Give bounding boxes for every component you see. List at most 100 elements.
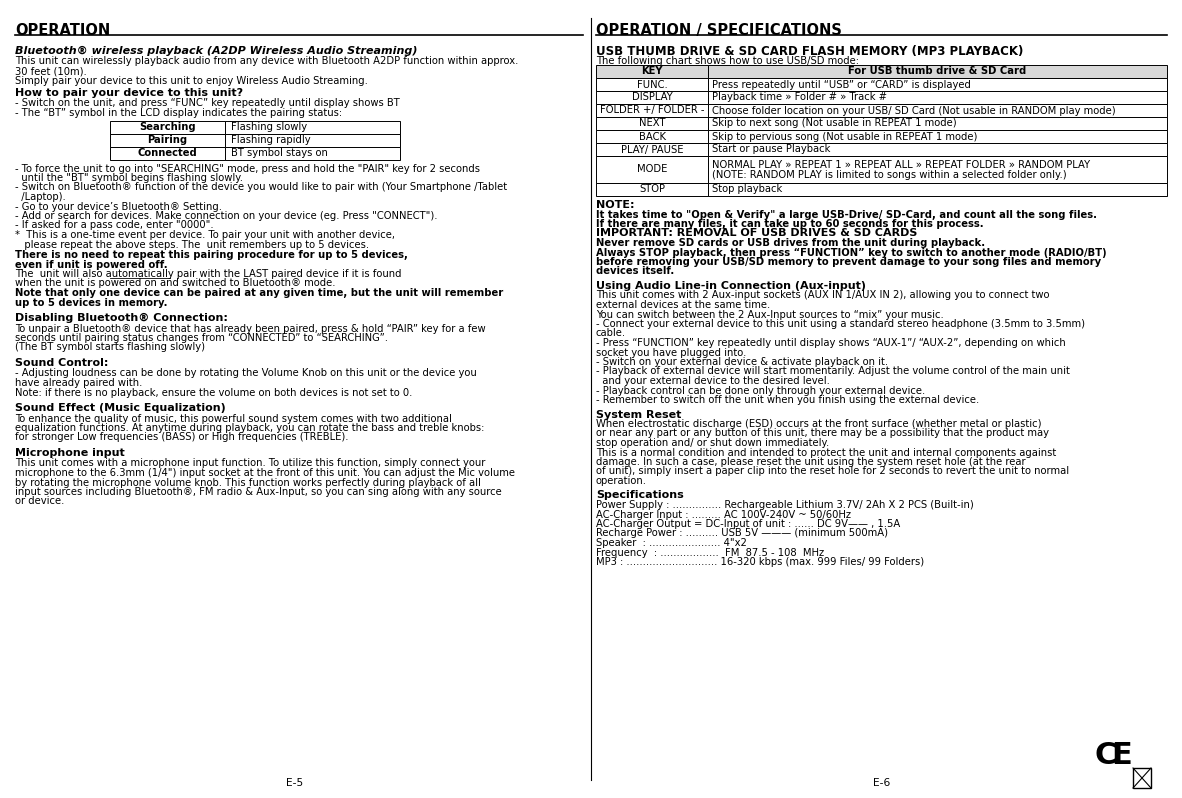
Text: (NOTE: RANDOM PLAY is limited to songs within a selected folder only.): (NOTE: RANDOM PLAY is limited to songs w… (712, 169, 1066, 180)
Text: microphone to the 6.3mm (1/4") input socket at the front of this unit. You can a: microphone to the 6.3mm (1/4") input soc… (15, 468, 515, 478)
Text: stop operation and/ or shut down immediately.: stop operation and/ or shut down immedia… (596, 438, 830, 448)
Text: damage. In such a case, please reset the unit using the system reset hole (at th: damage. In such a case, please reset the… (596, 457, 1026, 467)
Bar (708, 91, 1167, 104)
Text: (The BT symbol starts flashing slowly): (The BT symbol starts flashing slowly) (15, 342, 204, 353)
Bar (708, 183, 1167, 196)
Text: FUNC.: FUNC. (637, 80, 668, 89)
Bar (596, 65, 708, 78)
Text: - Switch on the unit, and press “FUNC” key repeatedly until display shows BT: - Switch on the unit, and press “FUNC” k… (15, 98, 400, 109)
Bar (596, 130, 708, 143)
Text: Note that only one device can be paired at any given time, but the unit will rem: Note that only one device can be paired … (15, 288, 504, 298)
Text: Skip to pervious song (Not usable in REPEAT 1 mode): Skip to pervious song (Not usable in REP… (712, 132, 978, 141)
Bar (110, 120, 225, 133)
Text: FOLDER +/ FOLDER -: FOLDER +/ FOLDER - (599, 105, 704, 116)
Text: by rotating the microphone volume knob. This function works perfectly during pla: by rotating the microphone volume knob. … (15, 477, 481, 488)
Text: external devices at the same time.: external devices at the same time. (596, 300, 771, 310)
Text: Note: if there is no playback, ensure the volume on both devices is not set to 0: Note: if there is no playback, ensure th… (15, 388, 413, 397)
Text: of unit), simply insert a paper clip into the reset hole for 2 seconds to revert: of unit), simply insert a paper clip int… (596, 467, 1070, 476)
Text: STOP: STOP (639, 184, 665, 195)
Bar (708, 65, 1167, 78)
Text: Press repeatedly until “USB” or “CARD” is displayed: Press repeatedly until “USB” or “CARD” i… (712, 80, 970, 89)
Text: KEY: KEY (642, 66, 663, 77)
Bar (708, 117, 1167, 130)
Text: Sound Control:: Sound Control: (15, 358, 109, 368)
Text: - The “BT” symbol in the LCD display indicates the pairing status:: - The “BT” symbol in the LCD display ind… (15, 108, 342, 118)
Text: input sources including Bluetooth®, FM radio & Aux-Input, so you can sing along : input sources including Bluetooth®, FM r… (15, 487, 501, 497)
Text: BT symbol stays on: BT symbol stays on (230, 148, 327, 158)
Text: Playback time » Folder # » Track #: Playback time » Folder # » Track # (712, 93, 886, 102)
Text: You can switch between the 2 Aux-Input sources to “mix” your music.: You can switch between the 2 Aux-Input s… (596, 310, 943, 319)
Text: up to 5 devices in memory.: up to 5 devices in memory. (15, 298, 168, 307)
Text: This unit comes with 2 Aux-input sockets (AUX IN 1/AUX IN 2), allowing you to co: This unit comes with 2 Aux-input sockets… (596, 290, 1050, 301)
Text: The following chart shows how to use USB/SD mode:: The following chart shows how to use USB… (596, 56, 859, 65)
Bar (596, 156, 708, 183)
Text: NOTE:: NOTE: (596, 200, 635, 210)
Bar (596, 117, 708, 130)
Text: seconds until pairing status changes from “CONNECTED” to “SEARCHING”.: seconds until pairing status changes fro… (15, 333, 388, 343)
Text: Never remove SD cards or USB drives from the unit during playback.: Never remove SD cards or USB drives from… (596, 238, 985, 248)
Text: Speaker  : ...................... 4"x2: Speaker : ...................... 4"x2 (596, 538, 747, 548)
Text: devices itself.: devices itself. (596, 267, 674, 276)
Text: - Switch on your external device & activate playback on it.: - Switch on your external device & activ… (596, 357, 888, 367)
Text: E-5: E-5 (286, 778, 304, 788)
Text: This unit can wirelessly playback audio from any device with Bluetooth A2DP func: This unit can wirelessly playback audio … (15, 57, 519, 66)
Text: It takes time to "Open & Verify" a large USB-Drive/ SD-Card, and count all the s: It takes time to "Open & Verify" a large… (596, 210, 1097, 219)
Text: socket you have plugged into.: socket you have plugged into. (596, 347, 746, 358)
Bar (596, 183, 708, 196)
Text: - Press “FUNCTION” key repeatedly until display shows “AUX-1”/ “AUX-2”, dependin: - Press “FUNCTION” key repeatedly until … (596, 338, 1066, 348)
Text: Frequency  : ..................  FM  87.5 - 108  MHz: Frequency : .................. FM 87.5 -… (596, 547, 824, 558)
Text: Disabling Bluetooth® Connection:: Disabling Bluetooth® Connection: (15, 313, 228, 323)
Text: This is a normal condition and intended to protect the unit and internal compone: This is a normal condition and intended … (596, 448, 1057, 457)
Text: BACK: BACK (638, 132, 665, 141)
Text: OPERATION: OPERATION (15, 23, 110, 38)
Text: please repeat the above steps. The  unit remembers up to 5 devices.: please repeat the above steps. The unit … (15, 239, 369, 250)
Text: Microphone input: Microphone input (15, 448, 125, 458)
Text: USB THUMB DRIVE & SD CARD FLASH MEMORY (MP3 PLAYBACK): USB THUMB DRIVE & SD CARD FLASH MEMORY (… (596, 45, 1024, 58)
Text: If there are many files, it can take up to 60 seconds for this process.: If there are many files, it can take up … (596, 219, 983, 229)
Text: for stronger Low frequencies (BASS) or High frequencies (TREBLE).: for stronger Low frequencies (BASS) or H… (15, 433, 349, 443)
Text: To unpair a Bluetooth® device that has already been paired, press & hold “PAIR” : To unpair a Bluetooth® device that has a… (15, 323, 486, 334)
Text: System Reset: System Reset (596, 409, 681, 420)
Text: AC-Charger Input : ......... AC 100V-240V ~ 50/60Hz: AC-Charger Input : ......... AC 100V-240… (596, 509, 851, 519)
Text: Skip to next song (Not usable in REPEAT 1 mode): Skip to next song (Not usable in REPEAT … (712, 118, 956, 128)
Bar (225, 147, 400, 160)
Text: Power Supply : ............... Rechargeable Lithium 3.7V/ 2Ah X 2 PCS (Built-in): Power Supply : ............... Rechargea… (596, 500, 974, 510)
Text: before removing your USB/SD memory to prevent damage to your song files and memo: before removing your USB/SD memory to pr… (596, 257, 1102, 267)
Text: cable.: cable. (596, 329, 626, 338)
Text: E-6: E-6 (873, 778, 890, 788)
Text: IMPORTANT: REMOVAL OF USB DRIVES & SD CARDS: IMPORTANT: REMOVAL OF USB DRIVES & SD CA… (596, 228, 917, 239)
Text: PLAY/ PAUSE: PLAY/ PAUSE (621, 144, 683, 155)
Text: How to pair your device to this unit?: How to pair your device to this unit? (15, 88, 243, 98)
Text: Connected: Connected (137, 148, 197, 158)
Text: Flashing rapidly: Flashing rapidly (230, 135, 311, 145)
Text: or device.: or device. (15, 496, 64, 507)
Bar (708, 143, 1167, 156)
Text: This unit comes with a microphone input function. To utilize this function, simp: This unit comes with a microphone input … (15, 459, 486, 468)
Text: - Switch on Bluetooth® function of the device you would like to pair with (Your : - Switch on Bluetooth® function of the d… (15, 183, 507, 192)
Bar (596, 91, 708, 104)
Text: Recharge Power : .......... USB 5V ——— (minimum 500mA): Recharge Power : .......... USB 5V ——— (… (596, 528, 888, 539)
Bar (110, 147, 225, 160)
Text: or near any part or any button of this unit, there may be a possibility that the: or near any part or any button of this u… (596, 429, 1048, 438)
Text: - Add or search for devices. Make connection on your device (eg. Press "CONNECT": - Add or search for devices. Make connec… (15, 211, 437, 221)
Text: /Laptop).: /Laptop). (15, 192, 66, 202)
Bar (596, 143, 708, 156)
Text: until the "BT" symbol begins flashing slowly.: until the "BT" symbol begins flashing sl… (15, 173, 243, 183)
Text: Searching: Searching (139, 122, 196, 132)
Text: equalization functions. At anytime during playback, you can rotate the bass and : equalization functions. At anytime durin… (15, 423, 485, 433)
Text: E: E (1111, 741, 1131, 770)
Text: NORMAL PLAY » REPEAT 1 » REPEAT ALL » REPEAT FOLDER » RANDOM PLAY: NORMAL PLAY » REPEAT 1 » REPEAT ALL » RE… (712, 160, 1090, 170)
Text: OPERATION / SPECIFICATIONS: OPERATION / SPECIFICATIONS (596, 23, 842, 38)
Text: - Playback of external device will start momentarily. Adjust the volume control : - Playback of external device will start… (596, 366, 1070, 377)
Text: Simply pair your device to this unit to enjoy Wireless Audio Streaming.: Simply pair your device to this unit to … (15, 76, 368, 85)
Text: - If asked for a pass code, enter "0000".: - If asked for a pass code, enter "0000"… (15, 220, 214, 231)
Bar (110, 133, 225, 147)
Text: 30 feet (10m).: 30 feet (10m). (15, 66, 86, 76)
Text: Sound Effect (Music Equalization): Sound Effect (Music Equalization) (15, 403, 226, 413)
Bar (596, 104, 708, 117)
Text: Specifications: Specifications (596, 491, 683, 500)
Bar (708, 104, 1167, 117)
Text: - Connect your external device to this unit using a standard stereo headphone (3: - Connect your external device to this u… (596, 319, 1085, 329)
Text: AC-Charger Output = DC-Input of unit : ...... DC 9V—— , 1.5A: AC-Charger Output = DC-Input of unit : .… (596, 519, 901, 529)
Text: Flashing slowly: Flashing slowly (230, 122, 307, 132)
